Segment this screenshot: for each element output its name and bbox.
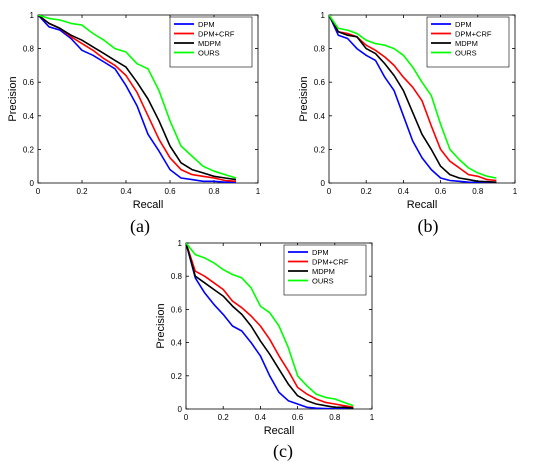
- y-tick-label: 1: [30, 11, 35, 20]
- x-axis-label: Recall: [133, 199, 164, 211]
- legend-label-dpm: DPM: [312, 248, 329, 257]
- legend-label-dpm: DPM: [198, 20, 215, 29]
- x-tick-label: 0.2: [218, 413, 230, 422]
- x-tick-label: 0: [36, 187, 41, 196]
- x-axis-label: Recall: [407, 199, 438, 211]
- series-line-ours: [38, 15, 237, 179]
- x-tick-label: 0.4: [120, 187, 132, 196]
- x-tick-label: 1: [513, 187, 518, 196]
- panel-a: (a) 0 0.2 0.4 0.6 0.8 1 0 0.2 0.4 0.6 0.8 1 Recall Pr…: [7, 11, 261, 237]
- x-tick-label: 0.2: [76, 187, 88, 196]
- legend-box: [283, 244, 367, 296]
- series-line-ours: [329, 15, 497, 179]
- x-tick-label: 0: [184, 413, 189, 422]
- series-line-dpm: [38, 15, 236, 183]
- x-tick-label: 0.6: [435, 187, 447, 196]
- series-line-mdpm: [186, 243, 354, 409]
- legend-label-mdpm: MDPM: [312, 267, 335, 276]
- legend-label-dpm: DPM: [455, 20, 472, 29]
- y-tick-label: 1: [321, 11, 326, 20]
- y-tick-label: 0.6: [171, 305, 183, 314]
- x-tick-label: 0.6: [292, 413, 304, 422]
- y-tick-label: 0.8: [314, 45, 326, 54]
- y-tick-label: 0.6: [23, 78, 35, 87]
- y-axis-label: Precision: [155, 303, 167, 348]
- legend-label-dpm-crf: DPM+CRF: [312, 257, 349, 266]
- series-line-mdpm: [38, 15, 237, 181]
- y-tick-label: 0.8: [171, 272, 183, 281]
- legend-box: [426, 16, 510, 68]
- y-tick-label: 0.4: [23, 112, 35, 121]
- series-line-dpm: [329, 15, 497, 183]
- x-tick-label: 0.8: [329, 413, 341, 422]
- y-tick-label: 0.2: [314, 145, 326, 154]
- x-axis-label: Recall: [264, 425, 295, 437]
- panel-a-caption: (a): [130, 216, 150, 237]
- x-tick-label: 0.6: [164, 187, 176, 196]
- series-line-dpm: [186, 243, 354, 409]
- panel-c: (c) 0 0.2 0.4 0.6 0.8 1 0 0.2 0.4 0.6 0.8 1 Recall Pr…: [155, 239, 375, 462]
- x-tick-label: 0.4: [255, 413, 267, 422]
- y-tick-label: 0: [30, 179, 35, 188]
- y-tick-label: 0: [321, 179, 326, 188]
- y-axis-label: Precision: [7, 76, 19, 121]
- y-tick-label: 0.4: [314, 112, 326, 121]
- legend-label-dpm-crf: DPM+CRF: [198, 29, 235, 38]
- y-axis-label: Precision: [298, 76, 310, 121]
- legend-label-mdpm: MDPM: [455, 39, 478, 48]
- series-line-ours: [186, 243, 354, 407]
- legend-box: [169, 16, 253, 68]
- y-tick-label: 0.2: [23, 145, 35, 154]
- x-tick-label: 0: [327, 187, 332, 196]
- panel-b-caption: (b): [418, 216, 439, 237]
- x-tick-label: 0.2: [361, 187, 373, 196]
- series-line-dpm-crf: [186, 243, 354, 409]
- y-tick-label: 0.6: [314, 78, 326, 87]
- y-tick-label: 1: [178, 239, 183, 248]
- panel-b: (b) 0 0.2 0.4 0.6 0.8 1 0 0.2 0.4 0.6 0.8 1 Recall Pr…: [298, 11, 518, 237]
- x-tick-label: 0.8: [208, 187, 220, 196]
- y-tick-label: 0: [178, 405, 183, 414]
- panel-c-caption: (c): [273, 441, 293, 462]
- x-tick-label: 0.8: [472, 187, 484, 196]
- legend-label-ours: OURS: [198, 48, 220, 57]
- y-tick-label: 0.8: [23, 45, 35, 54]
- y-tick-label: 0.4: [171, 339, 183, 348]
- series-line-dpm-crf: [38, 15, 237, 183]
- x-tick-label: 0.4: [398, 187, 410, 196]
- legend-label-ours: OURS: [312, 276, 334, 285]
- x-tick-label: 1: [370, 413, 375, 422]
- y-tick-label: 0.2: [171, 372, 183, 381]
- legend-label-mdpm: MDPM: [198, 39, 221, 48]
- series-line-mdpm: [329, 15, 497, 183]
- legend-label-ours: OURS: [455, 48, 477, 57]
- legend-label-dpm-crf: DPM+CRF: [455, 29, 492, 38]
- x-tick-label: 1: [256, 187, 261, 196]
